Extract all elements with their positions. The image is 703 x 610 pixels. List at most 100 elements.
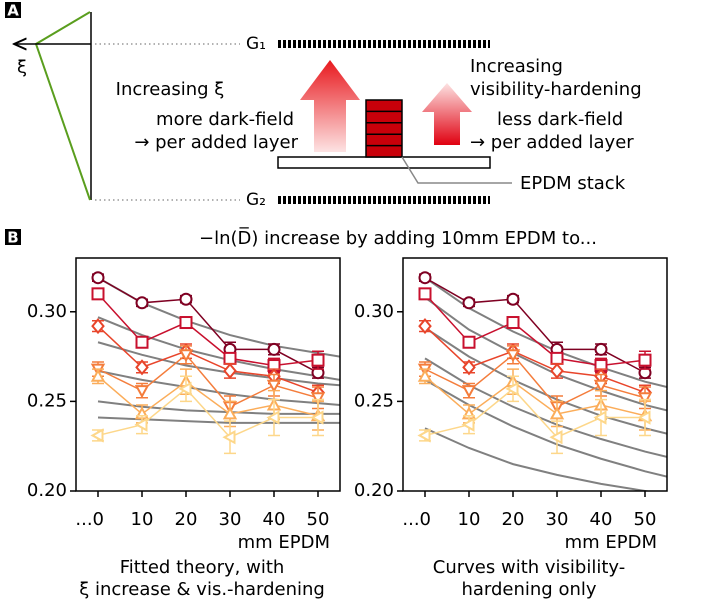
caption: Curves with visibility-	[433, 557, 625, 578]
y-tick-label: 0.30	[27, 301, 67, 322]
panel-label: A	[7, 2, 19, 20]
series-line	[97, 387, 318, 439]
x-tick-label: 10	[458, 509, 481, 530]
left-text: → per added layer	[134, 132, 298, 153]
plot-frame	[402, 257, 668, 492]
epdm-stack	[365, 99, 403, 158]
marker	[417, 368, 433, 382]
grating-label: G₁	[246, 34, 266, 54]
marker	[90, 368, 106, 382]
stack-layers	[366, 110, 402, 147]
x-tick-label: 30	[546, 509, 569, 530]
marker	[91, 318, 105, 335]
panel-label-box	[5, 229, 21, 245]
marker	[223, 351, 237, 365]
series-line	[424, 387, 645, 439]
marker	[267, 342, 281, 356]
marker	[418, 318, 432, 335]
marker	[417, 428, 431, 443]
marker	[637, 410, 651, 425]
arrow	[422, 83, 472, 145]
x-tick-label: 50	[634, 509, 657, 530]
marker	[549, 430, 563, 445]
xi-profile	[34, 11, 91, 201]
x-tick-label: 30	[219, 509, 242, 530]
plot-frame	[75, 257, 341, 492]
right-text: → per added layer	[470, 132, 634, 153]
marker	[418, 271, 432, 285]
y-tick-label: 0.25	[27, 390, 67, 411]
marker	[178, 349, 194, 363]
marker	[91, 271, 105, 285]
marker	[418, 287, 432, 301]
marker	[462, 359, 476, 376]
series-line	[97, 325, 319, 394]
caption: Fitted theory, with	[120, 557, 285, 578]
y-tick-label: 0.20	[27, 480, 67, 501]
fit-curve	[97, 276, 340, 358]
series-line	[424, 277, 646, 374]
marker	[550, 362, 564, 379]
leader-line	[401, 156, 512, 184]
series-line	[97, 353, 319, 408]
x-tick-label: 10	[131, 509, 154, 530]
stack-label: EPDM stack	[520, 173, 626, 194]
marker	[135, 296, 149, 310]
x-axis-label: mm EPDM	[565, 532, 657, 553]
x-tick-label: 40	[590, 509, 613, 530]
plot-area	[417, 271, 667, 491]
x-tick-label: ...0	[75, 509, 104, 530]
marker	[461, 385, 477, 399]
plate	[277, 156, 491, 169]
panel-title: −ln(D̅) increase by adding 10mm EPDM to.…	[199, 227, 597, 249]
marker	[134, 385, 150, 399]
y-tick-label: 0.30	[354, 301, 394, 322]
left-title: Increasing ξ	[116, 79, 225, 100]
marker	[135, 359, 149, 376]
marker	[311, 353, 325, 367]
y-tick-label: 0.25	[354, 390, 394, 411]
marker	[134, 417, 148, 432]
series-line	[424, 353, 646, 408]
marker	[549, 406, 565, 420]
marker	[462, 335, 476, 349]
left-text: more dark-field	[156, 109, 294, 130]
series-line	[424, 293, 646, 367]
y-tick-label: 0.20	[354, 480, 394, 501]
marker	[223, 362, 237, 379]
marker	[266, 410, 280, 425]
marker	[179, 292, 193, 306]
marker	[637, 392, 653, 406]
x-tick-label: 40	[263, 509, 286, 530]
marker	[222, 430, 236, 445]
x-tick-label: 20	[502, 509, 525, 530]
right-title: visibility-hardening	[470, 79, 642, 100]
marker	[310, 410, 324, 425]
fit-curve	[424, 427, 652, 491]
marker	[461, 417, 475, 432]
marker	[506, 316, 520, 330]
fit-curve	[97, 416, 340, 424]
marker	[91, 287, 105, 301]
plot-area	[90, 271, 340, 455]
marker	[90, 428, 104, 443]
marker	[222, 406, 238, 420]
grating-label: G₂	[246, 190, 266, 210]
fit-curve	[424, 276, 667, 389]
marker	[638, 353, 652, 367]
marker	[266, 379, 282, 393]
panel-label: B	[7, 229, 18, 247]
series-line	[424, 375, 646, 417]
marker	[593, 379, 609, 393]
marker	[135, 335, 149, 349]
marker	[593, 410, 607, 425]
marker	[594, 342, 608, 356]
x-tick-label: 20	[175, 509, 198, 530]
right-title: Increasing	[470, 56, 563, 77]
x-axis-label: mm EPDM	[238, 532, 330, 553]
marker	[179, 316, 193, 330]
marker	[506, 292, 520, 306]
caption: ξ increase & vis.-hardening	[79, 579, 325, 600]
right-text: less dark-field	[497, 109, 623, 130]
